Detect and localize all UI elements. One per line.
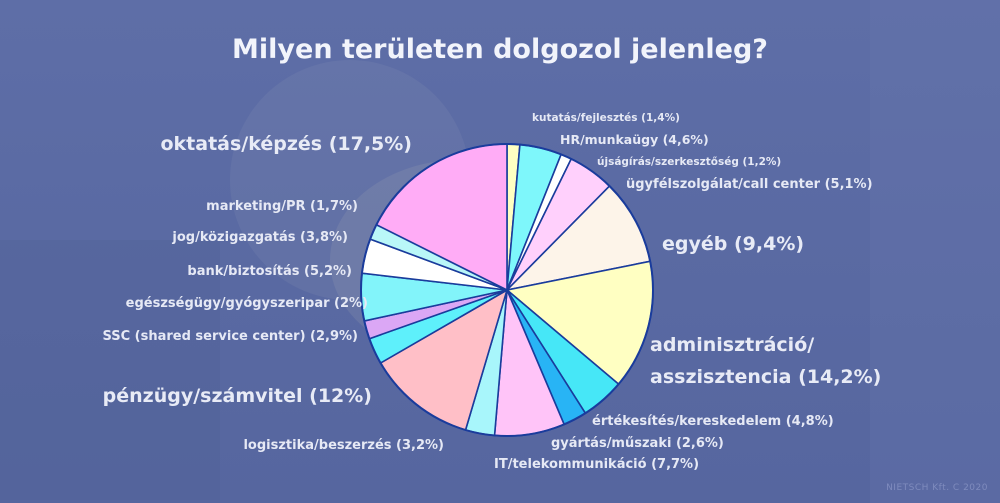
slice-label: marketing/PR (1,7%): [206, 199, 358, 214]
slice-label: adminisztráció/asszisztencia (14,2%): [650, 334, 881, 388]
slice-label: bank/biztosítás (5,2%): [187, 264, 352, 279]
chart-title: Milyen területen dolgozol jelenleg?: [232, 34, 768, 65]
slice-label: gyártás/műszaki (2,6%): [551, 436, 724, 451]
background-photo-shape: [870, 0, 1000, 503]
copyright-credit: NIETSCH Kft. C 2020: [886, 483, 988, 493]
pie-outline: [360, 143, 654, 437]
slice-label: oktatás/képzés (17,5%): [160, 133, 412, 155]
slice-label: jog/közigazgatás (3,8%): [171, 230, 348, 245]
slice-label: kutatás/fejlesztés (1,4%): [532, 112, 680, 124]
slice-label: egészségügy/gyógyszeripar (2%): [126, 296, 368, 311]
slice-label: egyéb (9,4%): [662, 233, 804, 255]
slice-label: HR/munkaügy (4,6%): [560, 132, 709, 147]
background-photo-shape: [0, 240, 220, 500]
pie-slices: [360, 143, 654, 437]
slice-label: ügyfélszolgálat/call center (5,1%): [626, 177, 873, 192]
slice-label: újságírás/szerkesztőség (1,2%): [597, 156, 781, 168]
slice-label: IT/telekommunikáció (7,7%): [494, 457, 699, 472]
slice-label: logisztika/beszerzés (3,2%): [243, 438, 444, 453]
slice-label: pénzügy/számvitel (12%): [103, 385, 372, 407]
slice-label: SSC (shared service center) (2,9%): [102, 329, 358, 344]
pie-labels: kutatás/fejlesztés (1,4%) HR/munkaügy (4,…: [102, 112, 881, 472]
slice-label: értékesítés/kereskedelem (4,8%): [592, 414, 834, 429]
